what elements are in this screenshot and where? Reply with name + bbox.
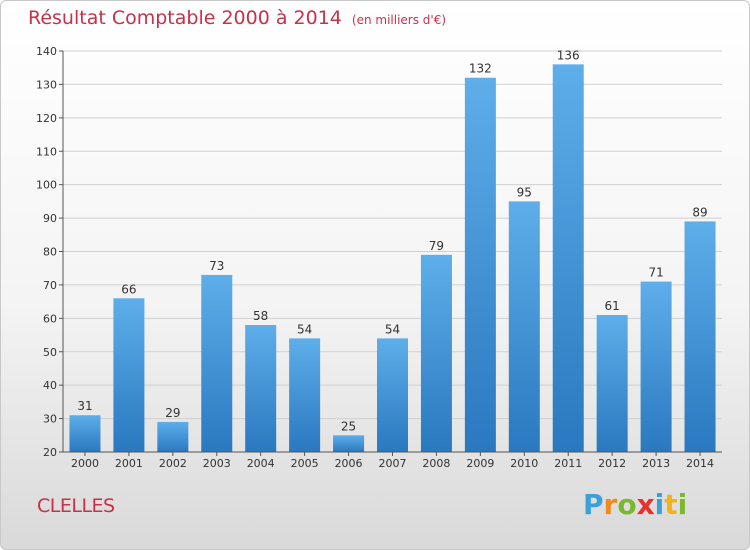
bar-value-label: 71: [648, 266, 663, 280]
logo-letter: t: [664, 488, 678, 521]
bar: [333, 435, 365, 452]
bar-value-label: 132: [469, 62, 492, 76]
x-tick-label: 2006: [335, 457, 363, 470]
y-tick-label: 140: [36, 45, 57, 58]
bar: [245, 325, 277, 452]
bar: [552, 64, 584, 452]
bar: [201, 274, 233, 452]
bar-value-label: 61: [605, 299, 620, 313]
bar-value-label: 89: [692, 205, 707, 219]
y-tick-label: 100: [36, 179, 57, 192]
x-tick-label: 2009: [466, 457, 494, 470]
bar: [377, 338, 408, 452]
bar: [157, 421, 189, 452]
logo-letter: r: [603, 488, 618, 521]
x-tick-label: 2011: [554, 457, 582, 470]
bar-value-label: 66: [121, 282, 136, 296]
chart-title: Résultat Comptable 2000 à 2014 (en millie…: [28, 7, 446, 29]
bar: [640, 281, 672, 452]
proxiti-logo: Proxiti: [583, 488, 687, 521]
y-tick-label: 90: [43, 212, 57, 225]
labels: 20 30 40 50 60 70 80 90 100 110 120 130 140 31 2000 66 2…: [36, 45, 714, 470]
bar-value-label: 58: [253, 309, 268, 323]
chart-title-text: Résultat Comptable 2000 à 2014: [28, 7, 342, 29]
logo-letter: i: [654, 488, 665, 521]
bar-value-label: 54: [385, 322, 400, 336]
bar-value-label: 25: [341, 419, 356, 433]
x-tick-label: 2000: [71, 457, 99, 470]
x-tick-label: 2004: [247, 457, 275, 470]
bar: [420, 254, 452, 452]
chart-subtitle: (en milliers d'€): [351, 13, 447, 27]
y-tick-label: 50: [43, 346, 57, 359]
logo-letter: i: [677, 488, 688, 521]
commune-name: CLELLES: [37, 495, 115, 517]
x-tick-label: 2005: [291, 457, 319, 470]
bar: [69, 415, 101, 452]
bar-value-label: 31: [77, 399, 92, 413]
y-tick-label: 60: [43, 312, 57, 325]
y-tick-label: 120: [36, 112, 57, 125]
x-tick-label: 2003: [203, 457, 231, 470]
bar-value-label: 29: [165, 406, 180, 420]
x-tick-label: 2002: [159, 457, 187, 470]
x-tick-label: 2007: [379, 457, 407, 470]
logo-letter: P: [583, 488, 604, 521]
x-tick-label: 2012: [598, 457, 626, 470]
y-tick-label: 20: [43, 446, 57, 459]
bar-value-label: 54: [297, 322, 312, 336]
logo-letter: o: [617, 488, 637, 521]
y-tick-label: 80: [43, 246, 57, 259]
x-tick-label: 2008: [422, 457, 450, 470]
bar: [289, 338, 321, 452]
bars: [69, 64, 716, 452]
x-tick-label: 2013: [642, 457, 670, 470]
bar: [464, 77, 496, 452]
axes: [59, 50, 722, 456]
logo-letter: x: [636, 488, 655, 521]
bar-value-label: 95: [517, 185, 532, 199]
y-tick-label: 70: [43, 279, 57, 292]
x-tick-label: 2001: [115, 457, 143, 470]
bar: [508, 201, 540, 452]
bar: [113, 298, 145, 452]
y-tick-label: 30: [43, 413, 57, 426]
x-tick-label: 2014: [686, 457, 714, 470]
bar: [596, 314, 628, 452]
bar-value-label: 79: [429, 239, 444, 253]
bar: [684, 221, 716, 452]
x-tick-label: 2010: [510, 457, 538, 470]
bar-value-label: 136: [557, 48, 580, 62]
y-tick-label: 130: [36, 78, 57, 91]
y-tick-label: 110: [36, 145, 57, 158]
y-tick-label: 40: [43, 379, 57, 392]
bar-value-label: 73: [209, 259, 224, 273]
